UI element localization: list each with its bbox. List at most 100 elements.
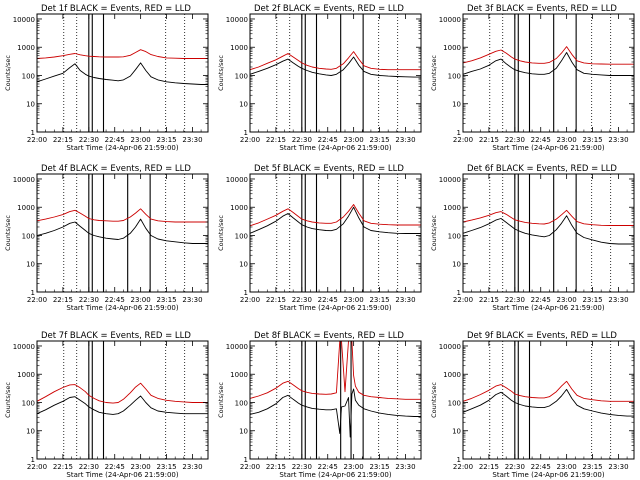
x-tick-label: 22:30 xyxy=(79,296,99,304)
series-lld-line xyxy=(36,49,208,59)
x-tick-label: 22:45 xyxy=(318,463,338,471)
x-tick-label: 23:00 xyxy=(557,463,577,471)
series-lld-line xyxy=(36,382,208,404)
series-events-line xyxy=(36,218,208,244)
series-lld-line xyxy=(462,380,634,402)
x-tick-label: 22:00 xyxy=(453,136,473,144)
y-tick-label: 1 xyxy=(457,129,461,137)
plot-frame xyxy=(36,340,209,460)
x-tick-label: 23:00 xyxy=(344,136,364,144)
y-tick-label: 1000 xyxy=(443,44,461,52)
y-tick-label: 10000 xyxy=(226,343,248,351)
x-axis-label: Start Time (24-Apr-06 21:59:00) xyxy=(492,144,604,152)
y-tick-label: 1000 xyxy=(17,371,35,379)
y-tick-label: 10000 xyxy=(439,16,461,24)
series-events-line xyxy=(462,388,634,417)
y-axis-label: Counts/sec xyxy=(217,215,225,251)
y-tick-label: 100 xyxy=(22,232,35,240)
chart-panel: Det 3f BLACK = Events, RED = LLD 1 10 100 10… xyxy=(430,4,635,152)
x-axis-label: Start Time (24-Apr-06 21:59:00) xyxy=(279,304,391,312)
y-tick-label: 1 xyxy=(244,456,248,464)
x-tick-label: 23:30 xyxy=(182,463,202,471)
x-tick-label: 23:15 xyxy=(156,136,176,144)
chart-panel: Det 9f BLACK = Events, RED = LLD 1 10 100 10… xyxy=(430,331,635,479)
x-tick-label: 22:00 xyxy=(240,136,260,144)
plot-frame xyxy=(36,173,209,293)
y-tick-label: 1000 xyxy=(17,44,35,52)
x-tick-label: 22:15 xyxy=(53,296,73,304)
x-tick-label: 22:00 xyxy=(240,296,260,304)
y-tick-label: 100 xyxy=(22,72,35,80)
chart-title: Det 7f BLACK = Events, RED = LLD xyxy=(41,331,191,341)
x-tick-label: 22:45 xyxy=(318,296,338,304)
plot-frame xyxy=(249,173,422,293)
series-events-line xyxy=(249,206,421,234)
chart-panel: Det 1f BLACK = Events, RED = LLD 1 10 100 10… xyxy=(4,4,209,152)
x-tick-label: 22:30 xyxy=(505,463,525,471)
x-tick-label: 23:30 xyxy=(395,296,415,304)
y-tick-label: 1 xyxy=(244,289,248,297)
y-tick-label: 10000 xyxy=(13,343,35,351)
y-axis-label: Counts/sec xyxy=(430,215,438,251)
y-tick-label: 1 xyxy=(31,289,35,297)
y-tick-label: 10000 xyxy=(439,176,461,184)
plot-frame xyxy=(462,173,635,293)
y-axis-label: Counts/sec xyxy=(430,382,438,418)
x-axis-label: Start Time (24-Apr-06 21:59:00) xyxy=(492,304,604,312)
x-tick-label: 22:15 xyxy=(266,136,286,144)
y-tick-label: 1000 xyxy=(230,371,248,379)
x-tick-label: 22:45 xyxy=(531,296,551,304)
x-tick-label: 23:00 xyxy=(131,296,151,304)
y-tick-label: 10 xyxy=(26,261,35,269)
y-tick-label: 10 xyxy=(239,428,248,436)
chart-title: Det 5f BLACK = Events, RED = LLD xyxy=(254,164,404,174)
y-axis-label: Counts/sec xyxy=(217,382,225,418)
plot-frame xyxy=(249,13,422,133)
chart-panel: Det 6f BLACK = Events, RED = LLD 1 10 100 10… xyxy=(430,164,635,312)
x-tick-label: 22:30 xyxy=(292,136,312,144)
x-tick-label: 22:15 xyxy=(53,463,73,471)
y-tick-label: 1000 xyxy=(230,204,248,212)
y-tick-label: 1 xyxy=(31,456,35,464)
chart-title: Det 9f BLACK = Events, RED = LLD xyxy=(467,331,617,341)
y-tick-label: 10 xyxy=(452,101,461,109)
y-tick-label: 100 xyxy=(235,399,248,407)
x-tick-label: 23:15 xyxy=(582,136,602,144)
y-tick-label: 10 xyxy=(239,261,248,269)
x-tick-label: 23:30 xyxy=(182,136,202,144)
chart-panel: Det 8f BLACK = Events, RED = LLD 1 10 100 10… xyxy=(217,331,422,479)
chart-panel: Det 4f BLACK = Events, RED = LLD 1 10 100 10… xyxy=(4,164,209,312)
x-tick-label: 22:30 xyxy=(505,296,525,304)
x-tick-label: 22:15 xyxy=(479,136,499,144)
chart-title: Det 6f BLACK = Events, RED = LLD xyxy=(467,164,617,174)
y-tick-label: 1000 xyxy=(230,44,248,52)
x-tick-label: 22:45 xyxy=(531,136,551,144)
x-tick-label: 22:45 xyxy=(105,296,125,304)
x-tick-label: 22:00 xyxy=(240,463,260,471)
x-tick-label: 23:00 xyxy=(344,463,364,471)
chart-panel: Det 2f BLACK = Events, RED = LLD 1 10 100 10… xyxy=(217,4,422,152)
x-tick-label: 23:30 xyxy=(395,463,415,471)
x-axis-label: Start Time (24-Apr-06 21:59:00) xyxy=(66,144,178,152)
y-tick-label: 10000 xyxy=(226,16,248,24)
y-tick-label: 10000 xyxy=(13,176,35,184)
chart-title: Det 1f BLACK = Events, RED = LLD xyxy=(41,4,191,14)
series-lld-line xyxy=(249,51,421,71)
x-tick-label: 22:30 xyxy=(505,136,525,144)
series-events-line xyxy=(249,388,421,438)
series-events-line xyxy=(36,62,208,85)
x-tick-label: 22:30 xyxy=(292,463,312,471)
x-axis-label: Start Time (24-Apr-06 21:59:00) xyxy=(492,471,604,479)
x-tick-label: 23:00 xyxy=(131,463,151,471)
chart-title: Det 2f BLACK = Events, RED = LLD xyxy=(254,4,404,14)
x-tick-label: 23:30 xyxy=(608,296,628,304)
y-tick-label: 1000 xyxy=(17,204,35,212)
series-events-line xyxy=(462,52,634,76)
y-tick-label: 100 xyxy=(235,72,248,80)
y-tick-label: 1000 xyxy=(443,371,461,379)
x-tick-label: 22:15 xyxy=(266,296,286,304)
plot-frame xyxy=(249,340,422,460)
x-tick-label: 22:00 xyxy=(27,296,47,304)
chart-panel: Det 7f BLACK = Events, RED = LLD 1 10 100 10… xyxy=(4,331,209,479)
